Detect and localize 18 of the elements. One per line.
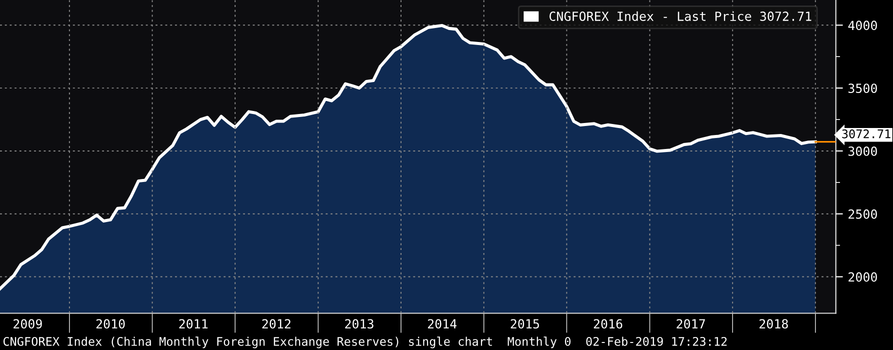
x-tick-label: 2009 (14, 319, 42, 329)
legend-label: CNGFOREX Index - Last Price 3072.71 (550, 11, 812, 21)
text: CNGFOREX Index (China Monthly Foreign Exchange Reserves) single chart Monthly 0 02-Feb-2019 17:23:12 (3, 336, 727, 348)
x-tick-label: 2010 (96, 319, 125, 329)
x-tick-label: 2014 (428, 319, 457, 329)
y-tick-label: 3000 (848, 146, 877, 156)
x-tick-label: 2011 (179, 319, 208, 329)
x-tick-label: 2018 (760, 319, 788, 329)
y-tick-label: 3500 (848, 84, 877, 94)
x-tick-label: 2017 (676, 319, 705, 329)
x-tick-label: 2012 (262, 319, 290, 329)
y-tick-label: 4000 (848, 20, 877, 30)
ref-line-label: 3072.71 (842, 129, 890, 138)
x-tick-label: 2015 (510, 319, 539, 329)
y-tick-label: 2000 (848, 272, 877, 282)
y-tick-label: 2500 (848, 209, 877, 219)
x-tick-label: 2013 (345, 319, 374, 329)
x-tick-label: 2016 (594, 319, 622, 329)
